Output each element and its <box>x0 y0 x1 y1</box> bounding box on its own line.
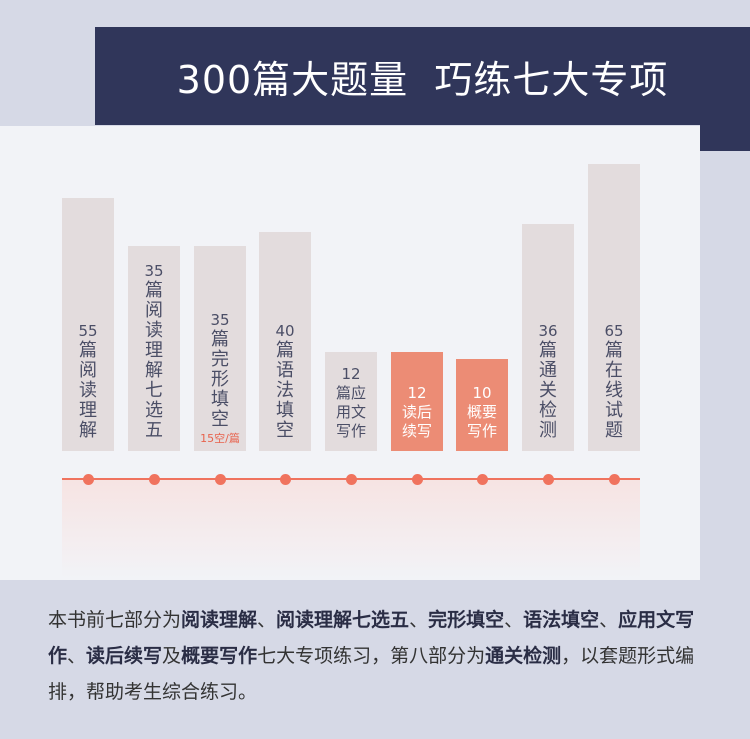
desc-highlight: 通关检测 <box>485 645 562 667</box>
axis-dot <box>477 473 488 485</box>
desc-highlight: 语法填空 <box>523 609 600 631</box>
description-text: 本书前七部分为阅读理解、阅读理解七选五、完形填空、语法填空、应用文写作、读后续写… <box>48 602 708 710</box>
bar-summary-writing: 10 概要写作 <box>456 359 508 451</box>
bar-value: 12 <box>407 384 427 402</box>
desc-highlight: 阅读理解 <box>181 609 258 631</box>
bar-label: 篇在线试题 <box>605 340 623 441</box>
bar-label: 篇完形填空 <box>211 329 229 430</box>
desc-text: 及 <box>162 645 182 667</box>
bar-continuation-writing: 12 读后续写 <box>391 352 443 451</box>
banner-title: 300篇大题量 巧练七大专项 <box>176 57 669 102</box>
axis-dot <box>83 473 94 485</box>
desc-highlight: 概要写作 <box>181 645 258 667</box>
bar-value: 35 <box>210 311 230 329</box>
bar-label: 篇阅读理解 <box>79 340 97 441</box>
bar-label: 概要写作 <box>466 403 497 440</box>
bar-reading-seven: 35 篇阅读理解七选五 <box>128 246 180 451</box>
bar-value: 36 <box>538 322 558 340</box>
bar-value: 65 <box>604 322 624 340</box>
bar-value: 10 <box>472 384 492 402</box>
desc-text: 七大专项练习，第八部分为 <box>257 645 486 667</box>
desc-text: 、 <box>409 609 429 631</box>
banner-tail <box>700 125 750 151</box>
axis-dot <box>609 473 620 485</box>
bar-note: 15空/篇 <box>200 432 240 445</box>
bar-reading: 55 篇阅读理解 <box>62 198 114 451</box>
desc-text: 、 <box>257 609 277 631</box>
bar-label: 篇通关检测 <box>539 340 557 441</box>
bar-grammar: 40 篇语法填空 <box>259 232 311 451</box>
desc-text: 本书前七部分为 <box>48 609 182 631</box>
page-banner: 300篇大题量 巧练七大专项 <box>95 27 750 125</box>
bar-value: 12 <box>341 365 361 383</box>
bar-cloze: 35 篇完形填空 15空/篇 <box>194 246 246 451</box>
bar-label: 篇语法填空 <box>276 340 294 441</box>
bar-label: 篇应用文写作 <box>335 384 366 440</box>
desc-highlight: 读后续写 <box>86 645 163 667</box>
axis-dot <box>280 473 291 485</box>
axis-dot <box>543 473 554 485</box>
bar-label: 读后续写 <box>401 403 432 440</box>
bar-value: 40 <box>275 322 295 340</box>
desc-highlight: 完形填空 <box>428 609 505 631</box>
axis-dot <box>149 473 160 485</box>
desc-highlight: 应用文写作 <box>48 609 695 667</box>
desc-text: 、 <box>504 609 524 631</box>
desc-text: 、 <box>67 645 87 667</box>
bar-mock-test: 36 篇通关检测 <box>522 224 574 451</box>
desc-text: ，以套题形式编排，帮助考生综合练习。 <box>48 645 695 703</box>
axis-glow <box>62 480 640 578</box>
bar-value: 35 <box>144 262 164 280</box>
bar-online-questions: 65 篇在线试题 <box>588 164 640 451</box>
desc-text: 、 <box>599 609 619 631</box>
bar-value: 55 <box>78 322 98 340</box>
axis-dot <box>412 473 423 485</box>
desc-highlight: 阅读理解七选五 <box>276 609 410 631</box>
bar-practical-writing: 12 篇应用文写作 <box>325 352 377 451</box>
axis-dot <box>346 473 357 485</box>
axis-dot <box>215 473 226 485</box>
bar-label: 篇阅读理解七选五 <box>145 280 163 441</box>
